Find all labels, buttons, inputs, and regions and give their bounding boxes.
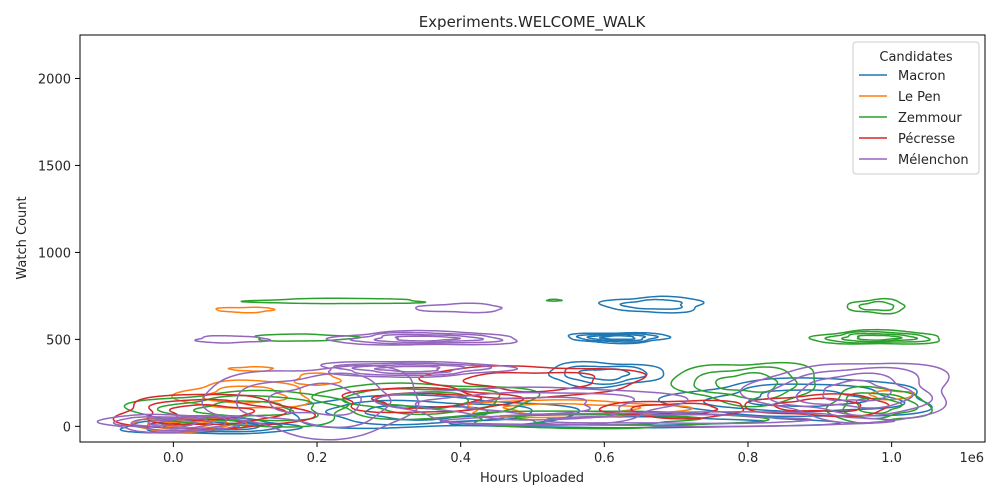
legend: Candidates Macron Le Pen Zemmour Pécresse Mé… (852, 41, 980, 175)
plot-frame (79, 34, 986, 443)
contour-line (619, 298, 683, 310)
legend-label: Mélenchon (898, 153, 969, 168)
contour-line (545, 298, 563, 302)
contour-line (564, 365, 648, 385)
contour-line (351, 364, 466, 375)
contour-line (194, 334, 272, 344)
contour-line (824, 330, 931, 344)
contour-line (856, 334, 903, 341)
contour-line (364, 405, 490, 421)
contour-line (332, 362, 493, 377)
contour-line (670, 361, 816, 408)
y-tick-label: 0 (63, 420, 71, 435)
contour-line (415, 302, 503, 314)
contour-line (575, 332, 659, 343)
legend-label: Zemmour (898, 111, 962, 126)
contour-line (739, 362, 950, 424)
x-tick-label: 0.6 (594, 451, 615, 466)
contour-line (215, 306, 276, 314)
contour-line (693, 366, 798, 401)
contour-line (808, 328, 941, 345)
series-zemmour (123, 297, 941, 430)
contour-line (156, 394, 319, 422)
contour-line (349, 331, 504, 345)
legend-label: Pécresse (898, 132, 955, 147)
contour-line (846, 297, 906, 315)
x-axis: 0.0 0.2 0.4 0.6 0.8 1.0 (163, 442, 902, 466)
contour-line (147, 418, 198, 427)
x-tick-label: 0.8 (738, 451, 759, 466)
contour-line (325, 329, 518, 346)
contour-line (461, 396, 591, 415)
contour-line (840, 332, 919, 343)
contour-line (112, 415, 228, 432)
y-tick-label: 500 (46, 333, 71, 348)
contour-line (394, 335, 462, 342)
contour-line (855, 397, 903, 415)
x-offset-label: 1e6 (959, 451, 984, 466)
contour-line (123, 389, 350, 428)
series-mlenchon (96, 302, 950, 441)
contour-line (462, 371, 596, 393)
contour-line (373, 365, 441, 373)
contour-line (586, 333, 647, 342)
contour-line (112, 393, 316, 430)
contour-line (795, 372, 915, 409)
contour-line (567, 331, 672, 345)
legend-label: Macron (898, 69, 946, 84)
contour-line (767, 366, 934, 417)
legend-title: Candidates (879, 50, 952, 65)
contour-line (544, 413, 813, 425)
y-axis-label: Watch Count (15, 196, 30, 279)
x-tick-label: 0.4 (450, 451, 471, 466)
contour-line (373, 333, 485, 344)
x-tick-label: 1.0 (881, 451, 902, 466)
contour-line (96, 413, 250, 434)
contour-lines (96, 295, 950, 441)
contour-line (578, 368, 631, 381)
legend-label: Le Pen (898, 90, 941, 105)
contour-line (267, 382, 362, 417)
contour-line (311, 382, 541, 421)
y-tick-label: 1000 (38, 246, 71, 261)
y-axis: 0 500 1000 1500 2000 (38, 72, 80, 435)
contour-line (858, 300, 895, 312)
x-axis-label: Hours Uploaded (480, 471, 584, 486)
contour-line (703, 383, 906, 413)
contour-line (147, 398, 287, 426)
contour-line (598, 335, 636, 341)
y-tick-label: 1500 (38, 159, 71, 174)
x-tick-label: 0.0 (163, 451, 184, 466)
y-tick-label: 2000 (38, 72, 71, 87)
contour-line (439, 411, 896, 428)
chart-title: Experiments.WELCOME_WALK (419, 13, 647, 32)
contour-line (598, 295, 705, 314)
contour-line (240, 297, 427, 305)
contour-line (414, 391, 636, 421)
contour-line (320, 360, 519, 379)
contour-line (547, 360, 665, 389)
contour-line (825, 385, 933, 425)
contour-line (822, 379, 892, 402)
x-tick-label: 0.2 (307, 451, 328, 466)
contour-line (130, 417, 213, 430)
contour-line (715, 372, 779, 393)
contour-line (598, 399, 745, 420)
